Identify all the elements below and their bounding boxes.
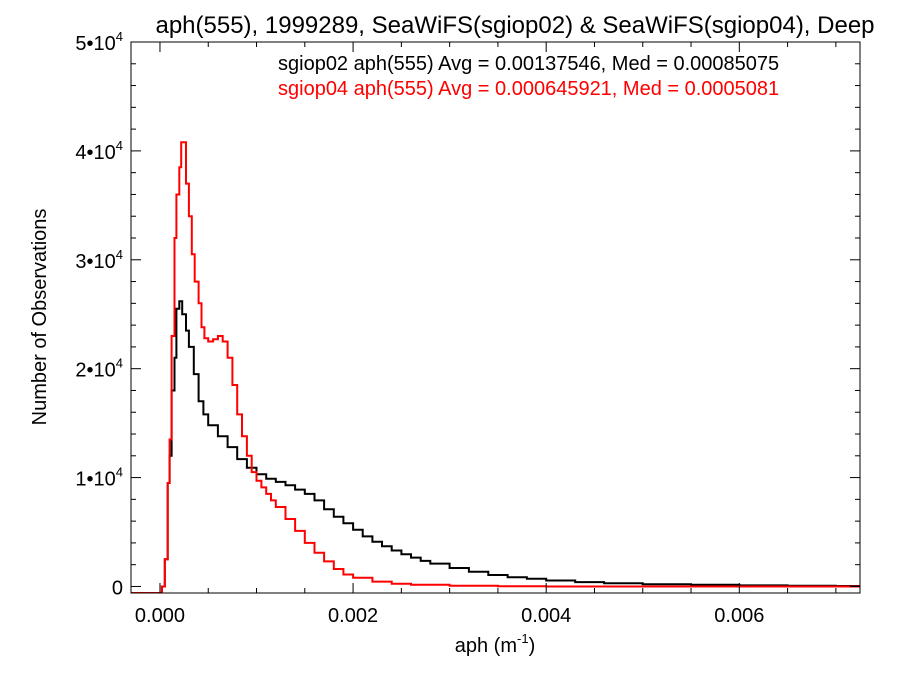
y-tick-label: 3•104	[75, 247, 123, 273]
y-tick-label: 4•104	[75, 138, 123, 164]
x-axis-label-close: )	[529, 635, 536, 657]
x-tick-label: 0.002	[328, 605, 378, 627]
series-line-sgiop04	[131, 141, 860, 593]
x-axis: 0.000 0.002 0.004 0.006	[135, 42, 837, 627]
y-axis: 0 1•104 2•104 3•104 4•104 5•104	[75, 29, 860, 599]
x-axis-label: aph (m-1)	[455, 631, 535, 657]
histogram-curves	[131, 141, 860, 593]
legend-entry-sgiop04: sgiop04 aph(555) Avg = 0.000645921, Med …	[278, 78, 779, 100]
y-tick-label: 2•104	[75, 356, 123, 382]
x-axis-label-superscript: -1	[517, 631, 529, 646]
series-line-sgiop02	[131, 300, 860, 593]
legend-entry-sgiop02: sgiop02 aph(555) Avg = 0.00137546, Med =…	[278, 53, 779, 75]
x-tick-label: 0.004	[521, 605, 571, 627]
y-tick-label: 5•104	[75, 29, 123, 55]
y-axis-label: Number of Observations	[29, 209, 51, 426]
y-tick-label: 0	[112, 577, 123, 599]
x-tick-label: 0.000	[135, 605, 185, 627]
x-axis-label-text: aph (m	[455, 635, 517, 657]
y-tick-label: 1•104	[75, 465, 123, 491]
plot-frame	[130, 41, 861, 594]
legend: sgiop02 aph(555) Avg = 0.00137546, Med =…	[278, 53, 779, 100]
x-tick-label: 0.006	[714, 605, 764, 627]
chart-title: aph(555), 1999289, SeaWiFS(sgiop02) & Se…	[155, 12, 874, 39]
